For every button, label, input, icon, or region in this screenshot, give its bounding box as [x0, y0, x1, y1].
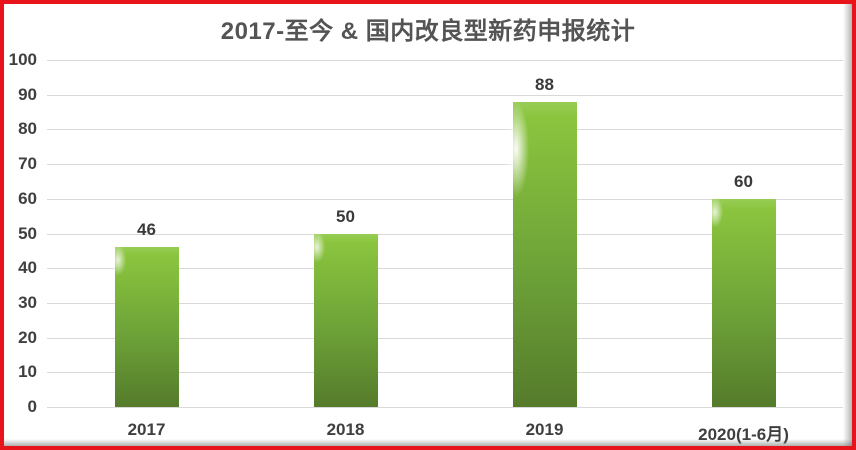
bar-value-label: 88 — [535, 74, 554, 94]
x-axis-category-label: 2018 — [326, 420, 365, 439]
gridline-70 — [47, 164, 843, 166]
plot-area: 100 90 80 70 60 50 40 30 20 10 0 46 2017 50 2018 88 2019… — [9, 50, 843, 444]
gridline-20 — [47, 337, 843, 339]
gridline-30 — [47, 302, 843, 304]
y-axis-tick-label: 30 — [18, 292, 37, 312]
y-axis-tick-label: 40 — [18, 258, 37, 278]
y-axis-tick-label: 10 — [18, 362, 37, 382]
gridline-10 — [47, 372, 843, 374]
x-axis-category-label: 2019 — [525, 420, 564, 439]
bar-2018 — [307, 229, 378, 407]
bar-highlight-glow — [500, 93, 531, 204]
chart-title: 2017-至今 & 国内改良型新药申报统计 — [220, 18, 636, 45]
bar-2019 — [500, 93, 577, 407]
gridline-40 — [47, 268, 843, 270]
y-axis-tick-label: 0 — [27, 397, 37, 416]
x-axis-category-label: 2020(1-6月) — [698, 425, 789, 444]
bar-2020(1-6月) — [705, 194, 776, 407]
y-axis-tick-label: 80 — [18, 119, 37, 139]
y-axis-tick-label: 100 — [8, 50, 37, 69]
bar-highlight-glow — [108, 243, 127, 278]
x-axis-category-label: 2017 — [127, 420, 166, 439]
y-axis-tick-label: 20 — [18, 327, 37, 347]
bar-value-label: 50 — [336, 206, 355, 226]
gridline-80 — [47, 129, 843, 131]
bar-value-label: 60 — [734, 171, 753, 191]
gridline-0 — [47, 407, 843, 408]
gridline-50 — [47, 233, 843, 235]
gridline-100 — [47, 60, 843, 61]
bar-highlight-glow — [307, 229, 326, 264]
bar-value-label: 46 — [137, 220, 156, 240]
y-axis-tick-label: 50 — [18, 223, 37, 243]
bar-2017 — [108, 243, 179, 407]
gridline-60 — [47, 198, 843, 200]
gridline-90 — [47, 94, 843, 96]
bar-highlight-glow — [705, 194, 724, 229]
right-edge-shadow — [843, 4, 852, 446]
y-axis-tick-label: 60 — [18, 188, 37, 208]
y-axis-tick-label: 90 — [18, 84, 37, 104]
y-axis-tick-label: 70 — [18, 154, 37, 174]
